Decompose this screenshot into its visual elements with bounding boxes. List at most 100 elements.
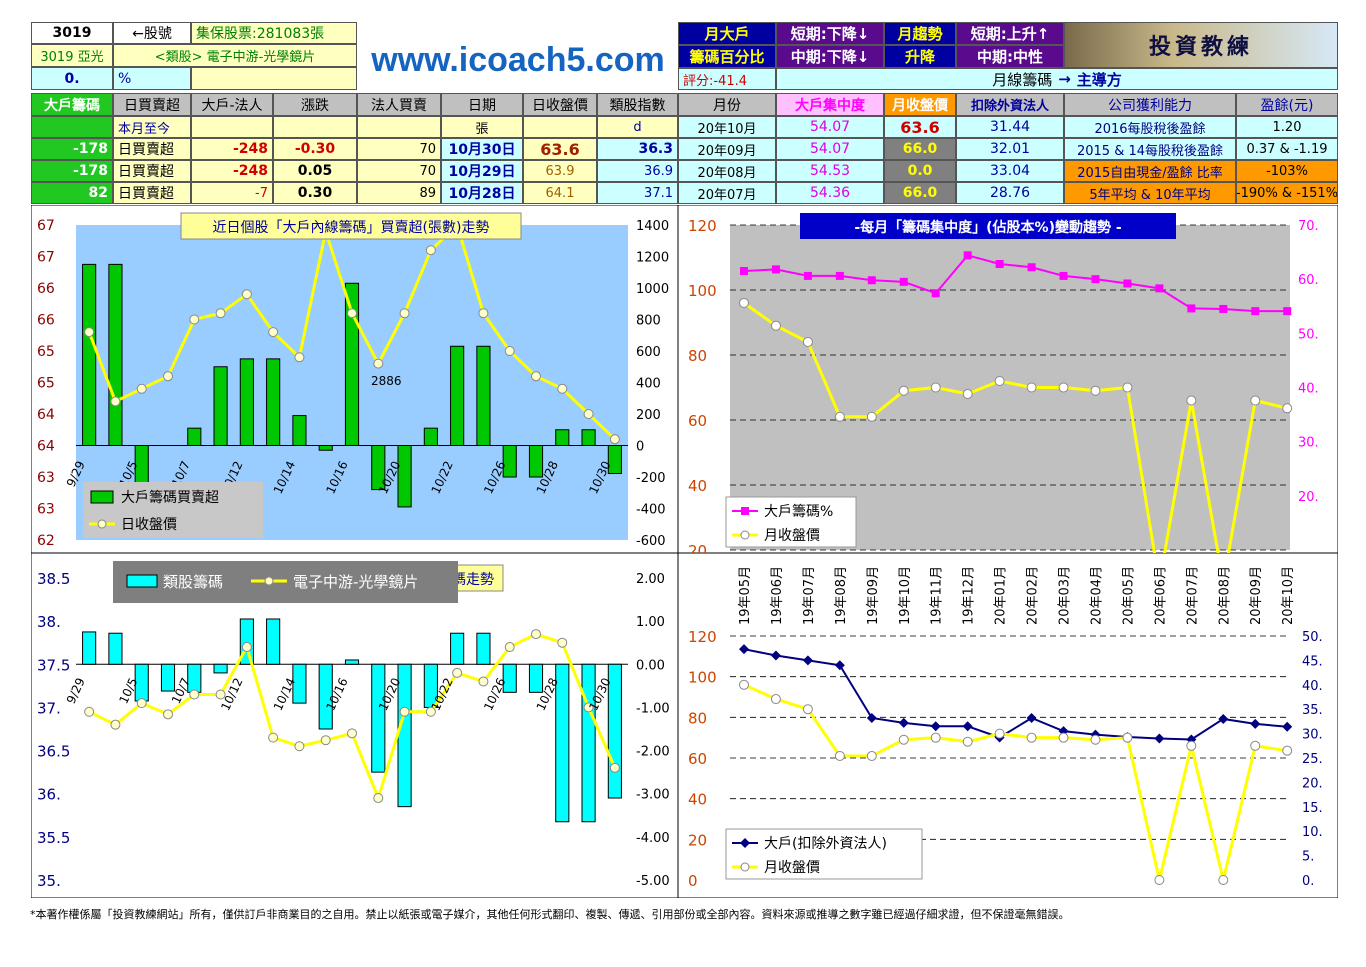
stock-code: 3019	[31, 22, 113, 44]
chart-monthly-concentration: 20 40 60 80 100 120 20. 30. 40. 50. 60. 70. -每月「籌碼集中…	[678, 205, 1338, 553]
line-close-price	[743, 683, 1288, 881]
table-header: 大戶集中度	[776, 93, 884, 116]
bar-sector-chips	[344, 659, 360, 665]
table-cell: 63.6	[884, 116, 956, 138]
x-tick: 20年09月	[1249, 566, 1264, 625]
y-tick-left: 37.	[37, 699, 61, 717]
point-sector-index	[478, 676, 489, 687]
bar-sector-chips	[292, 663, 307, 704]
short-term-down: 短期:下降↓	[776, 22, 884, 45]
y-tick-left: 100	[688, 282, 717, 300]
point-sector-index	[215, 689, 226, 700]
bar-chips	[82, 263, 97, 446]
point-close-price	[802, 704, 813, 715]
point-close-price	[347, 308, 357, 319]
point-close-price	[962, 736, 973, 747]
y-tick-left: 120	[688, 217, 717, 235]
bar-sector-chips	[213, 663, 228, 674]
table-cell: 2015 & 14每股稅後盈餘	[1064, 138, 1236, 160]
table-cell: -103%	[1236, 160, 1338, 182]
title-box	[800, 213, 1176, 239]
point-close-price	[399, 308, 410, 319]
title-box	[180, 212, 522, 240]
table-cell: 2015自由現金/盈餘 比率	[1064, 160, 1236, 182]
bar-chips	[344, 282, 360, 447]
point-close-price	[136, 383, 147, 394]
sector-label: <類股> 電子中游-光學鏡片	[113, 44, 357, 67]
table-cell: -7	[191, 182, 273, 204]
point-major-holders-ex	[1058, 726, 1069, 737]
y-tick-left: 63	[37, 502, 55, 518]
y-tick-left: 80	[688, 347, 707, 365]
point-major-holders	[963, 251, 972, 260]
x-tick: 19年07月	[802, 566, 817, 625]
point-close-price	[1186, 740, 1197, 751]
legend-swatch-dot	[97, 519, 107, 529]
bar-chips	[476, 345, 491, 446]
point-major-holders-ex	[834, 660, 845, 671]
table-cell: 36.9	[597, 160, 678, 182]
point-sector-index	[373, 793, 384, 804]
chart-title: -每月「籌碼集中度」(佔股本%)變動趨勢 -	[854, 219, 1122, 236]
point-sector-index	[110, 719, 121, 730]
table-header: 日買賣超	[113, 93, 191, 116]
x-tick: 19年12月	[962, 566, 977, 625]
y-tick-right: 1.00	[636, 615, 665, 630]
y-tick-right: 70.	[1298, 219, 1319, 234]
bar-sector-chips	[371, 663, 386, 773]
plot-area	[730, 225, 1290, 550]
bar-sector-chips	[502, 663, 517, 693]
point-close-price	[1154, 875, 1165, 885]
y-tick-left: 80	[688, 709, 707, 727]
point-close-price	[898, 734, 909, 745]
line-major-holders-ex	[743, 648, 1288, 741]
table-header: 類股指數	[597, 93, 678, 116]
point-major-holders	[1219, 304, 1228, 313]
point-close-price	[770, 694, 781, 705]
x-tick: 19年08月	[834, 566, 849, 625]
point-major-holders	[1251, 307, 1260, 316]
point-major-holders	[1123, 279, 1132, 288]
table-subrow-cell	[523, 116, 597, 138]
point-major-holders-ex	[1250, 718, 1261, 729]
point-sector-index	[452, 667, 463, 678]
table-header: 公司獲利能力	[1064, 93, 1236, 116]
y-tick-left: 67	[37, 218, 55, 234]
y-tick-right: 50.	[1298, 327, 1319, 342]
table-cell: -0.30	[273, 138, 357, 160]
monthly-big-label: 月大戶	[678, 22, 776, 45]
point-close-price	[1122, 382, 1133, 393]
bar-chips	[239, 358, 254, 446]
website-link[interactable]: www.icoach5.com	[371, 40, 665, 79]
point-close-price	[834, 411, 845, 422]
point-close-price	[84, 327, 95, 338]
point-major-holders-ex	[739, 644, 749, 655]
table-cell: 0.30	[273, 182, 357, 204]
point-close-price	[1250, 395, 1261, 406]
point-major-holders-ex	[1218, 713, 1229, 724]
y-tick-right: 30.	[1298, 436, 1319, 451]
chart-title: 近日個股「大戶內線籌碼」買賣超(張數)走勢	[213, 220, 490, 236]
point-sector-index	[347, 728, 357, 739]
bar-chips	[318, 445, 333, 451]
point-major-holders	[1059, 271, 1068, 280]
y-tick-right: 40.	[1302, 679, 1323, 694]
legend-label: 大戶籌碼買賣超	[121, 490, 219, 506]
point-major-holders-ex	[1282, 721, 1293, 732]
arrow-icon: →	[1058, 70, 1071, 88]
line-close-price	[743, 301, 1288, 553]
point-close-price	[866, 750, 877, 761]
chart-frame	[31, 553, 678, 898]
bar-sector-chips	[476, 632, 491, 665]
bar-sector-chips	[528, 663, 544, 693]
table-cell: -190% & -151%	[1236, 182, 1338, 204]
table-header: 日期	[441, 93, 523, 116]
y-tick-right: -2.00	[636, 745, 670, 760]
bar-sector-chips	[450, 632, 465, 665]
table-cell: 66.0	[884, 138, 956, 160]
table-cell: 5年平均 & 10年平均	[1064, 182, 1236, 204]
point-close-price	[962, 389, 973, 399]
monthly-trend-sub: 升降	[884, 45, 956, 68]
point-sector-index	[189, 689, 200, 700]
point-sector-index	[268, 732, 279, 743]
